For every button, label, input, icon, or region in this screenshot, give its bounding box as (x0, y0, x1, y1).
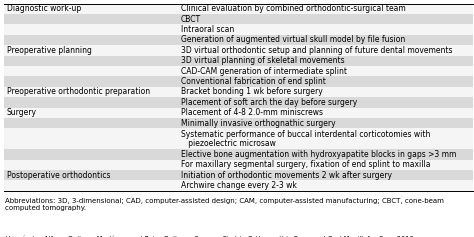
Text: Intraoral scan: Intraoral scan (181, 25, 234, 34)
Text: For maxillary segmental surgery, fixation of end splint to maxilla: For maxillary segmental surgery, fixatio… (181, 160, 430, 169)
Text: Systematic performance of buccal interdental corticotomies with: Systematic performance of buccal interde… (181, 130, 430, 139)
Bar (4, 4, 473, 14)
Bar (4, 180, 473, 191)
Bar (4, 108, 473, 118)
Bar (4, 128, 473, 149)
Text: Abbreviations: 3D, 3-dimensional; CAD, computer-assisted design; CAM, computer-a: Abbreviations: 3D, 3-dimensional; CAD, c… (5, 198, 444, 211)
Text: piezoelectric microsaw: piezoelectric microsaw (181, 139, 275, 148)
Text: Initiation of orthodontic movements 2 wk after surgery: Initiation of orthodontic movements 2 wk… (181, 171, 392, 180)
Bar (4, 160, 473, 170)
Text: Postoperative orthodontics: Postoperative orthodontics (7, 171, 110, 180)
Bar (4, 170, 473, 180)
Bar (4, 66, 473, 76)
Text: CAD-CAM generation of intermediate splint: CAD-CAM generation of intermediate splin… (181, 67, 346, 76)
Text: Clinical evaluation by combined orthodontic-surgical team: Clinical evaluation by combined orthodon… (181, 4, 405, 13)
Bar (4, 87, 473, 97)
Bar (4, 76, 473, 87)
Text: Diagnostic work-up: Diagnostic work-up (7, 4, 81, 13)
Text: Hernández-Alfaro, Guijarro-Martínez, and Peiro-Guijarro. Surgery First in Orthog: Hernández-Alfaro, Guijarro-Martínez, and… (5, 236, 414, 237)
Text: 3D virtual planning of skeletal movements: 3D virtual planning of skeletal movement… (181, 56, 344, 65)
Bar (4, 14, 473, 24)
Text: Elective bone augmentation with hydroxyapatite blocks in gaps >3 mm: Elective bone augmentation with hydroxya… (181, 150, 456, 159)
Text: CBCT: CBCT (181, 15, 201, 24)
Text: Preoperative planning: Preoperative planning (7, 46, 91, 55)
Text: Preoperative orthodontic preparation: Preoperative orthodontic preparation (7, 87, 150, 96)
Text: Placement of 4-8 2.0-mm miniscrews: Placement of 4-8 2.0-mm miniscrews (181, 108, 323, 117)
Text: Generation of augmented virtual skull model by file fusion: Generation of augmented virtual skull mo… (181, 36, 405, 45)
Text: Placement of soft arch the day before surgery: Placement of soft arch the day before su… (181, 98, 357, 107)
Bar (4, 55, 473, 66)
Bar (4, 24, 473, 35)
Text: Minimally invasive orthognathic surgery: Minimally invasive orthognathic surgery (181, 119, 335, 128)
Text: Surgery: Surgery (7, 108, 36, 117)
Text: Conventional fabrication of end splint: Conventional fabrication of end splint (181, 77, 326, 86)
Text: Archwire change every 2-3 wk: Archwire change every 2-3 wk (181, 181, 296, 190)
Bar (4, 149, 473, 160)
Bar (4, 97, 473, 108)
Text: 3D virtual orthodontic setup and planning of future dental movements: 3D virtual orthodontic setup and plannin… (181, 46, 452, 55)
Text: Bracket bonding 1 wk before surgery: Bracket bonding 1 wk before surgery (181, 87, 322, 96)
Bar (4, 45, 473, 55)
Bar (4, 35, 473, 45)
Bar (4, 118, 473, 128)
